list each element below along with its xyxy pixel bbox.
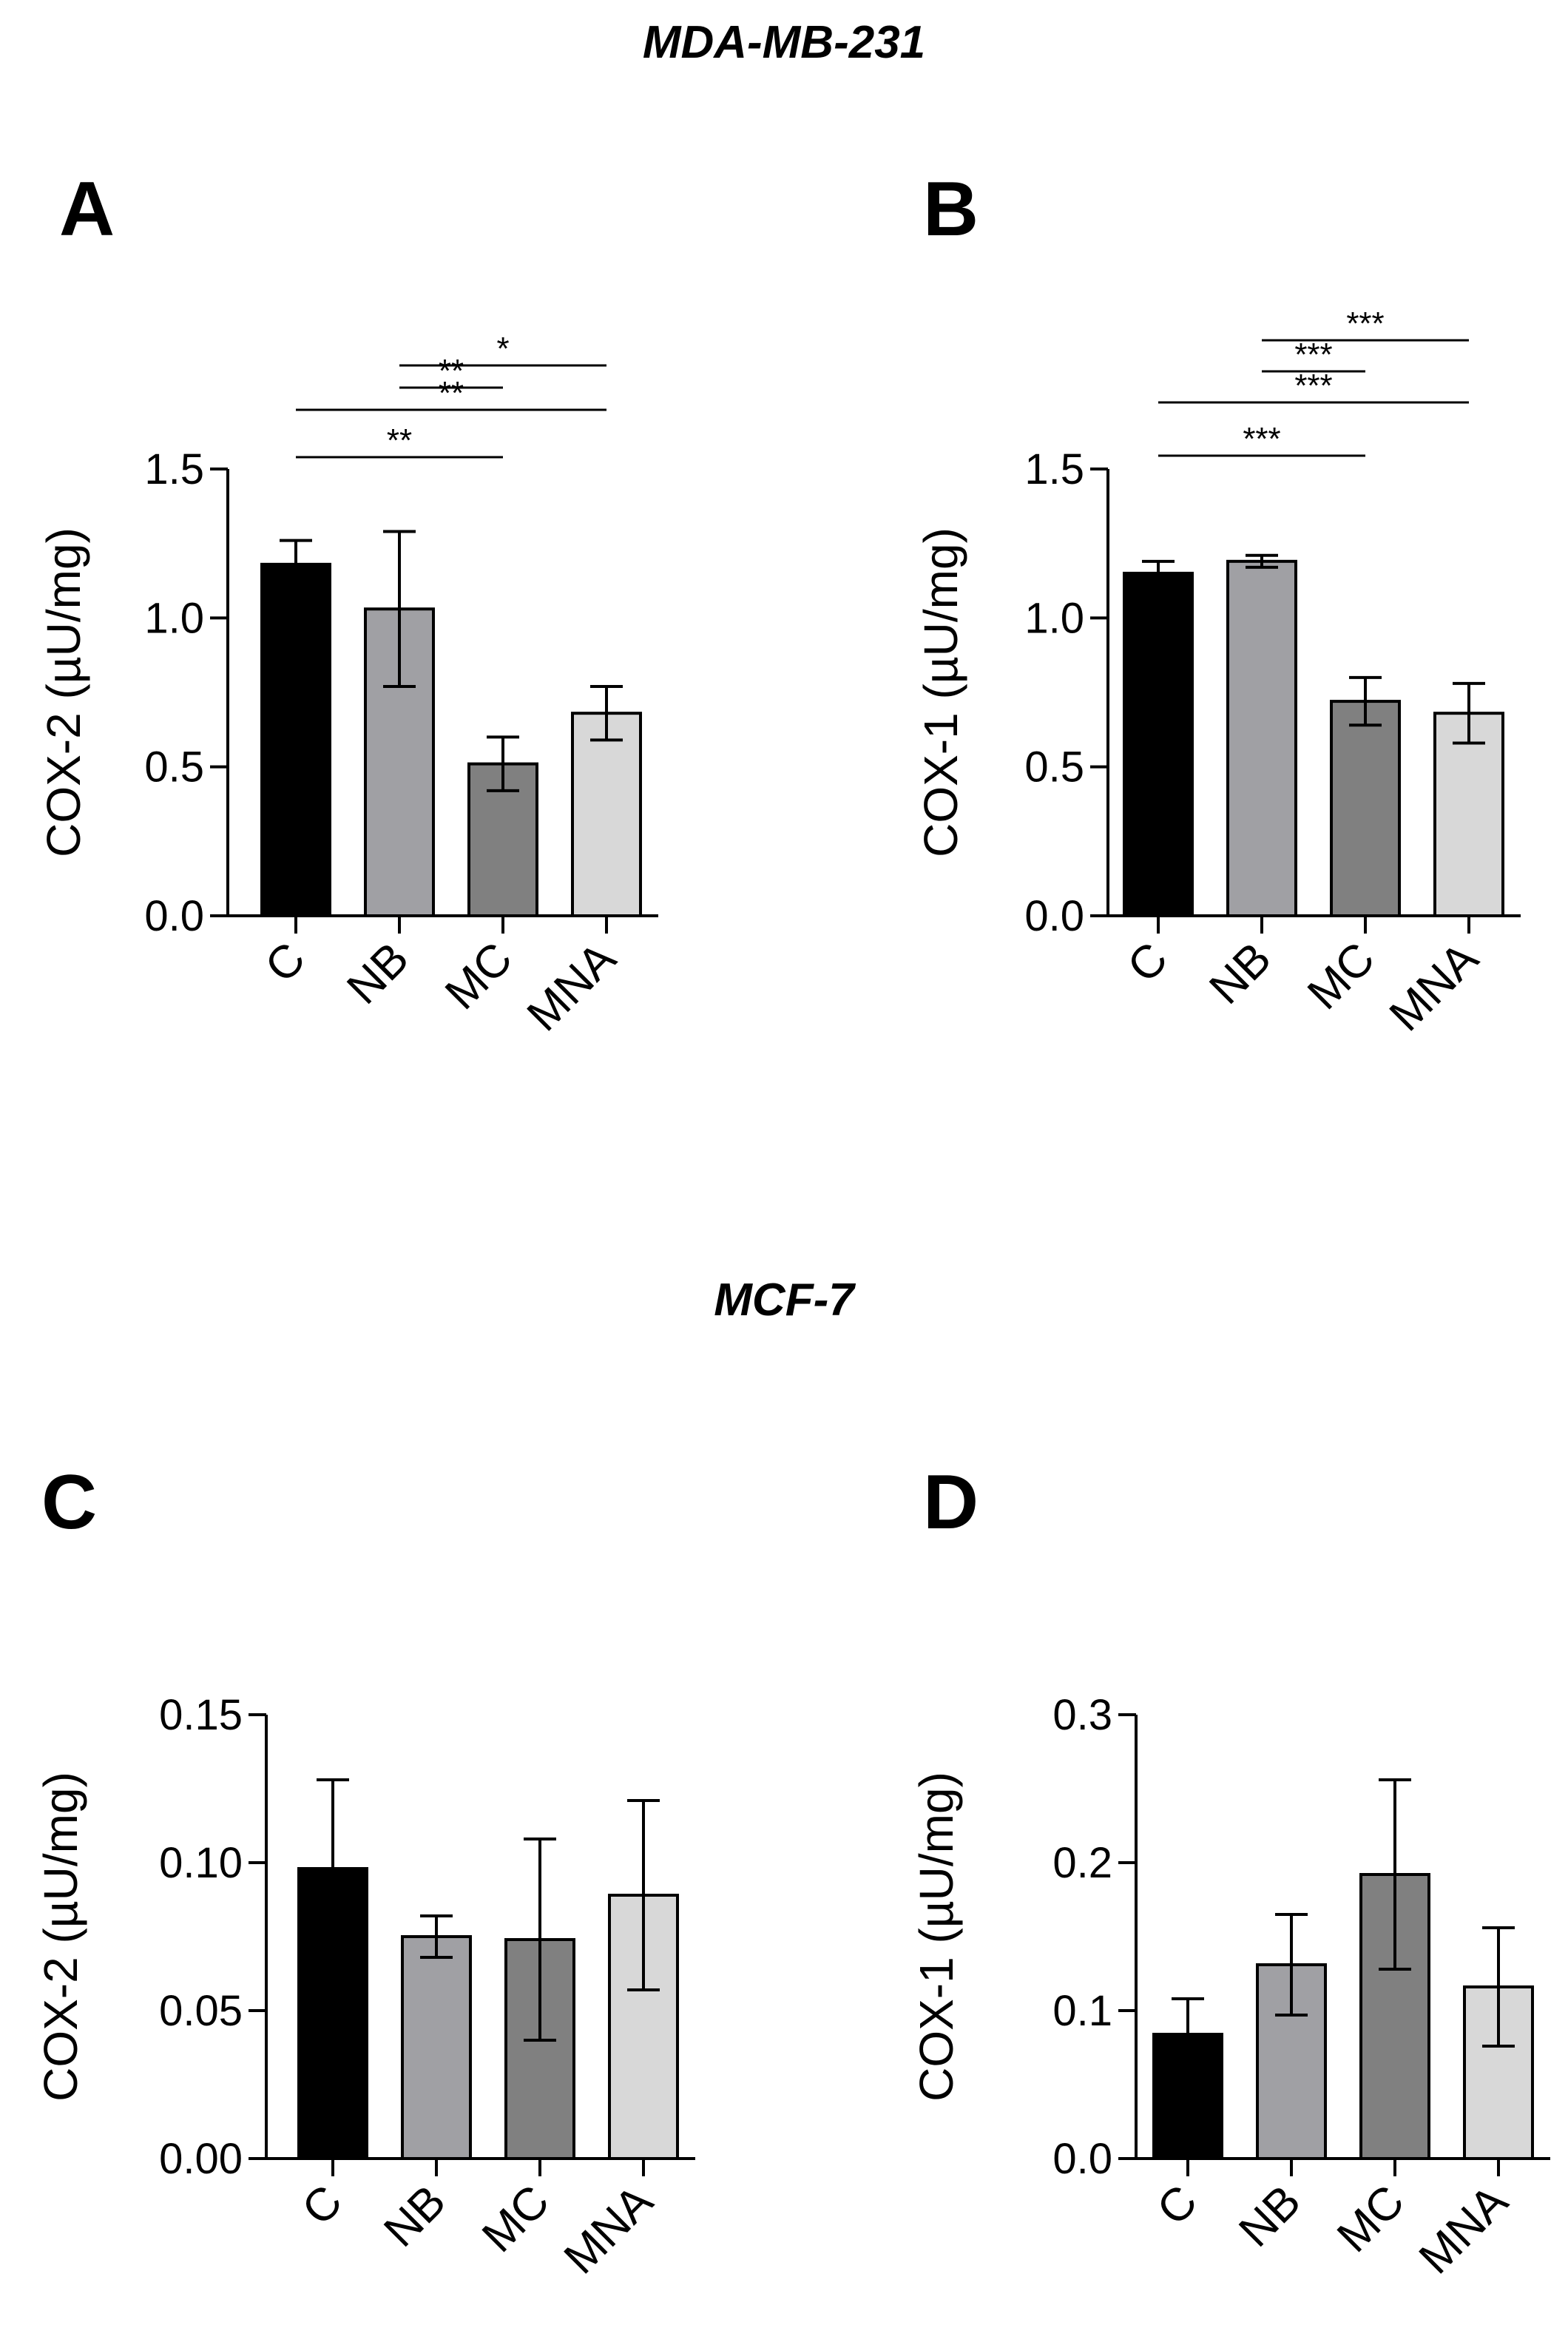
panel-letter: C <box>41 1460 97 1545</box>
y-tick-label: 0.2 <box>1052 1839 1112 1887</box>
section-title-bottom: MCF-7 <box>714 1275 856 1326</box>
y-tick-label: 0.15 <box>159 1691 243 1739</box>
y-tick-label: 1.0 <box>144 594 204 642</box>
section-title-top: MDA-MB-231 <box>643 17 925 68</box>
y-axis-title: COX-1 (µU/mg) <box>910 1772 963 2102</box>
x-tick-label-nb: NB <box>337 933 419 1014</box>
bar-mc <box>1330 700 1401 918</box>
y-axis-title: COX-1 (µU/mg) <box>914 527 967 857</box>
y-tick-label: 1.5 <box>1024 445 1084 493</box>
y-tick-label: 0.0 <box>1052 2135 1112 2183</box>
x-tick-label-mna: MNA <box>1410 2176 1518 2284</box>
x-tick-label-c: C <box>255 933 314 992</box>
significance-label: *** <box>1346 306 1384 342</box>
x-tick-label-mc: MC <box>1328 2176 1414 2262</box>
x-tick-label-mc: MC <box>436 933 522 1019</box>
x-tick-label-mc: MC <box>473 2176 559 2262</box>
significance-label: ** <box>387 422 412 459</box>
y-tick-label: 0.5 <box>1024 743 1084 792</box>
x-tick-label-mna: MNA <box>555 2176 663 2284</box>
significance-label: ** <box>439 353 464 389</box>
significance-label: *** <box>1294 368 1332 404</box>
y-tick-label: 0.0 <box>144 892 204 940</box>
y-axis-title: COX-2 (µU/mg) <box>34 1772 87 2102</box>
y-tick-label: 0.5 <box>144 743 204 792</box>
y-tick-label: 1.0 <box>1024 594 1084 642</box>
bar-mna <box>571 712 642 917</box>
y-axis-title: COX-2 (µU/mg) <box>37 527 90 857</box>
y-tick-label: 0.1 <box>1052 1987 1112 2035</box>
bar-nb <box>401 1935 472 2160</box>
bar-c <box>260 562 331 917</box>
significance-label: *** <box>1294 337 1332 373</box>
x-tick-label-nb: NB <box>1200 933 1281 1014</box>
panel-letter: D <box>923 1460 979 1545</box>
x-tick-label-c: C <box>1118 933 1177 992</box>
x-tick-label-mna: MNA <box>1380 933 1489 1042</box>
y-tick-label: 0.0 <box>1024 892 1084 940</box>
significance-label: *** <box>1243 421 1280 457</box>
x-tick-label-nb: NB <box>374 2176 456 2257</box>
y-tick-label: 0.05 <box>159 1987 243 2035</box>
x-tick-label-c: C <box>292 2176 351 2235</box>
significance-label: ** <box>439 375 464 411</box>
y-tick-label: 0.00 <box>159 2135 243 2183</box>
x-tick-label-mc: MC <box>1298 933 1385 1019</box>
panel-letter: A <box>59 166 115 252</box>
x-tick-label-c: C <box>1147 2176 1206 2235</box>
significance-label: * <box>496 331 509 367</box>
y-tick-label: 1.5 <box>144 445 204 493</box>
y-tick-label: 0.10 <box>159 1839 243 1887</box>
bar-nb <box>1226 559 1297 917</box>
bar-c <box>1123 571 1194 918</box>
panel-letter: B <box>923 166 979 252</box>
x-tick-label-nb: NB <box>1229 2176 1311 2257</box>
x-tick-label-mna: MNA <box>518 933 626 1042</box>
y-tick-label: 0.3 <box>1052 1691 1112 1739</box>
